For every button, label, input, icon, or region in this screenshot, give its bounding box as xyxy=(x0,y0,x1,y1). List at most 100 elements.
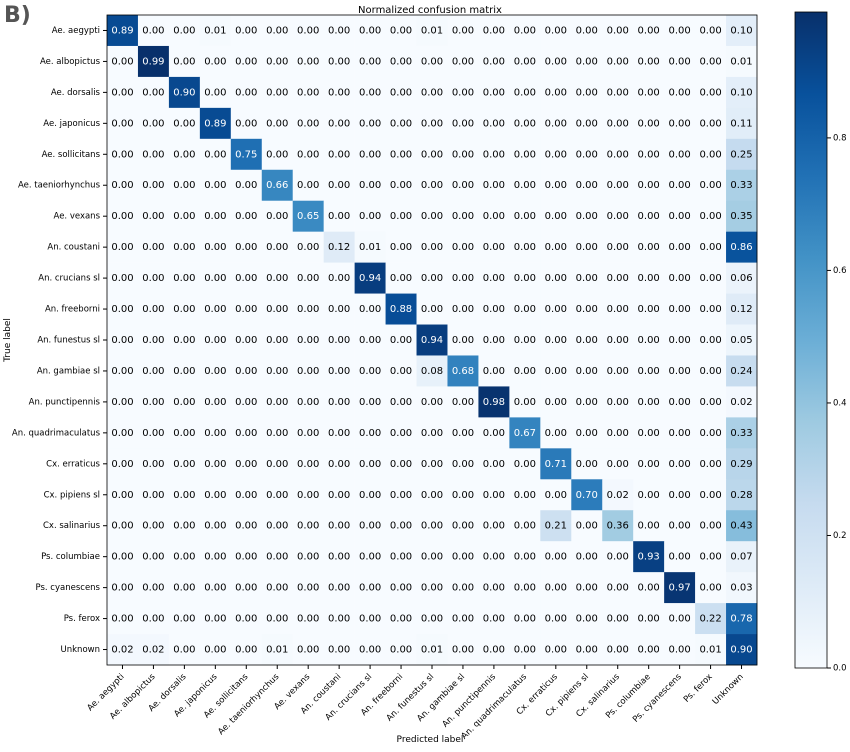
cell xyxy=(602,169,634,202)
cell-label: 0.00 xyxy=(297,87,319,98)
cell xyxy=(199,634,232,666)
cell-label: 0.00 xyxy=(204,180,226,191)
cell xyxy=(230,15,263,47)
cell xyxy=(107,634,139,666)
cell-label: 0.00 xyxy=(607,242,629,253)
cell-label: 0.00 xyxy=(668,211,690,222)
cell xyxy=(107,200,139,232)
cell-label: 0.00 xyxy=(173,149,195,160)
cell-label: 0.00 xyxy=(545,428,567,439)
cell-label: 0.00 xyxy=(483,87,505,98)
cell xyxy=(107,76,139,109)
cell-label: 0.00 xyxy=(452,25,474,36)
cell xyxy=(199,386,232,418)
cell xyxy=(602,76,634,109)
colorbar-tick-label: 0.2 xyxy=(833,531,847,541)
cell-label: 0.00 xyxy=(328,56,350,67)
cell xyxy=(509,76,541,109)
cell xyxy=(323,541,355,573)
cell xyxy=(602,386,634,418)
cell-label: 0.22 xyxy=(699,614,721,625)
cell-label: 0.00 xyxy=(576,180,598,191)
cell xyxy=(416,572,448,604)
cell-label: 0.00 xyxy=(421,87,443,98)
cell xyxy=(107,417,139,449)
cell xyxy=(230,417,263,449)
cell-label: 0.00 xyxy=(235,87,257,98)
cell-label: 0.00 xyxy=(359,180,381,191)
y-tick-label: An. funestus sl xyxy=(37,336,100,346)
cell xyxy=(230,603,263,635)
cell-label: 0.00 xyxy=(328,490,350,501)
cell-label: 0.00 xyxy=(297,25,319,36)
cell xyxy=(695,324,727,356)
cell-label: 0.00 xyxy=(390,118,412,129)
cell xyxy=(571,572,603,604)
cell-label: 0.00 xyxy=(514,304,536,315)
cell-label: 0.00 xyxy=(545,273,567,284)
cell xyxy=(540,603,572,635)
cell xyxy=(230,138,263,171)
cell xyxy=(416,262,448,294)
cell-label: 0.94 xyxy=(359,273,381,284)
cell-label: 0.02 xyxy=(607,490,629,501)
cell xyxy=(633,572,665,604)
cell-label: 0.00 xyxy=(607,304,629,315)
cell xyxy=(137,572,170,604)
cell xyxy=(695,45,727,78)
cell-label: 0.00 xyxy=(297,583,319,594)
cell-label: 0.67 xyxy=(514,428,536,439)
cell xyxy=(633,76,665,109)
cell xyxy=(323,293,355,325)
cell-label: 0.00 xyxy=(607,366,629,377)
cell xyxy=(416,324,448,356)
cell xyxy=(695,634,727,666)
cell xyxy=(416,45,448,78)
cell xyxy=(230,293,263,325)
cell xyxy=(540,634,572,666)
cell-label: 0.00 xyxy=(452,645,474,656)
cell xyxy=(168,634,201,666)
cell-label: 0.00 xyxy=(607,459,629,470)
cell-label: 0.00 xyxy=(545,397,567,408)
cell xyxy=(447,479,479,511)
cell xyxy=(354,45,386,78)
cell-label: 0.00 xyxy=(638,118,660,129)
cell-label: 0.43 xyxy=(730,521,752,532)
cell-label: 0.00 xyxy=(576,273,598,284)
y-tick-label: Ae. vexans xyxy=(54,212,101,222)
cell-label: 0.00 xyxy=(607,25,629,36)
cell-label: 0.00 xyxy=(576,25,598,36)
cell xyxy=(602,510,634,542)
cell-label: 0.00 xyxy=(576,614,598,625)
cell-label: 0.00 xyxy=(483,521,505,532)
cell xyxy=(602,541,634,573)
colorbar-tick-label: 0.6 xyxy=(833,266,847,276)
cell xyxy=(633,386,665,418)
cell-label: 0.00 xyxy=(142,428,164,439)
cell-label: 0.00 xyxy=(514,614,536,625)
cell xyxy=(385,355,417,387)
cell xyxy=(447,355,479,387)
cell-label: 0.00 xyxy=(266,490,288,501)
cell-label: 0.00 xyxy=(173,25,195,36)
cell xyxy=(354,200,386,232)
cell-label: 0.00 xyxy=(297,304,319,315)
cell-label: 0.01 xyxy=(421,25,443,36)
cell-label: 0.00 xyxy=(204,211,226,222)
cell-label: 0.01 xyxy=(204,25,226,36)
cell xyxy=(385,45,417,78)
cell-label: 0.00 xyxy=(576,645,598,656)
cell-label: 0.00 xyxy=(204,521,226,532)
cell xyxy=(478,169,510,202)
cell xyxy=(509,510,541,542)
cell xyxy=(137,200,170,232)
cell-label: 0.97 xyxy=(668,583,690,594)
y-tick-label: Ps. cyanescens xyxy=(36,583,101,593)
cell-label: 0.00 xyxy=(576,397,598,408)
cell xyxy=(633,45,665,78)
cell-label: 0.00 xyxy=(699,273,721,284)
cell-label: 0.00 xyxy=(576,552,598,563)
cell xyxy=(447,231,479,263)
cell-label: 0.00 xyxy=(607,428,629,439)
